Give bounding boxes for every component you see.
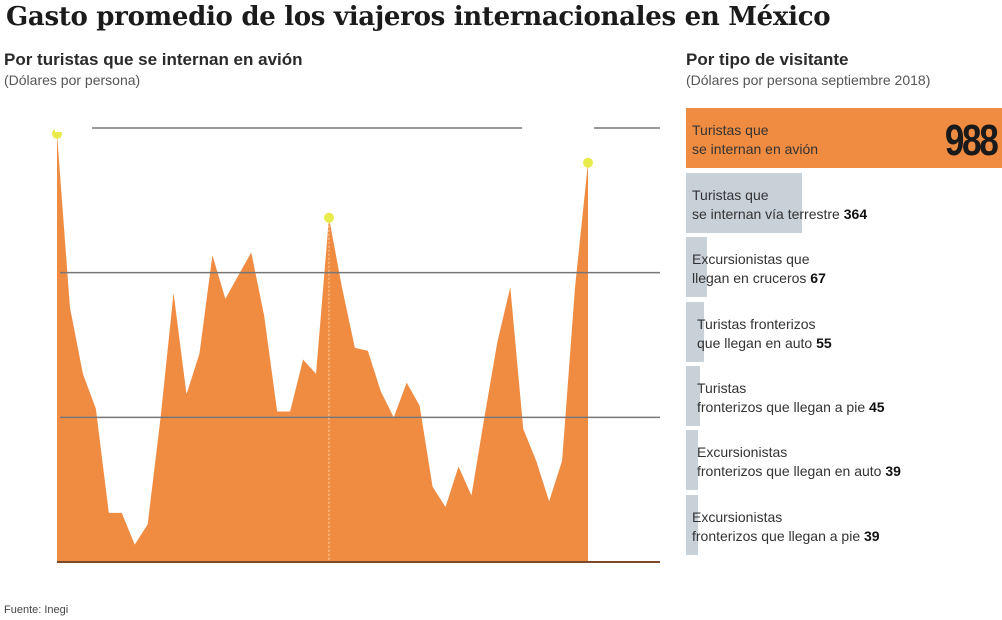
bar-label-line: se internan en avión — [692, 141, 819, 157]
bar-label-line: Excursionistas — [697, 444, 788, 460]
bar-label-line: Excursionistas — [692, 509, 783, 525]
bar-label: Turistas fronterizos que llegan en auto 5… — [697, 315, 832, 353]
left-subtitle: Por turistas que se internan en avión — [4, 50, 303, 69]
area-series — [57, 133, 588, 562]
bar-value: 67 — [806, 270, 826, 286]
bar-value: 45 — [865, 399, 885, 415]
bar-value-highlight: 988 — [944, 116, 998, 165]
bar-label-line: que llegan en auto — [697, 335, 813, 351]
bar-value: 39 — [881, 463, 901, 479]
bar-label: Excursionistas fronterizos que llegan en … — [697, 443, 901, 481]
bar-label-line: Turistas fronterizos — [697, 316, 816, 332]
right-subtitle: Por tipo de visitante — [686, 50, 849, 69]
bar-label-line: fronterizos que llegan a pie — [697, 399, 866, 415]
bar-label: Turistas que se internan en avión — [692, 121, 818, 159]
bar — [686, 366, 701, 426]
bar-value: 364 — [839, 206, 868, 222]
area-chart — [52, 108, 660, 563]
right-unit: (Dólares por persona septiembre 2018) — [686, 72, 931, 88]
bar-value: 39 — [860, 528, 880, 544]
bar-value: 55 — [812, 335, 832, 351]
label-background — [522, 108, 594, 152]
bar — [686, 108, 1002, 168]
bar-label: Excursionistas fronterizos que llegan a p… — [692, 508, 880, 546]
bar — [686, 495, 699, 555]
bar — [686, 173, 803, 233]
peak-marker — [583, 157, 593, 168]
bar-label: Excursionistas que llegan en cruceros 67 — [692, 250, 826, 288]
source-note: Fuente: Inegi — [4, 604, 69, 616]
bar — [686, 237, 708, 297]
bar-label-line: Turistas — [697, 380, 747, 396]
bar-label: Turistas que se internan vía terrestre 36… — [692, 186, 867, 224]
bar-label-line: se internan vía terrestre — [692, 206, 840, 222]
peak-marker — [323, 212, 334, 223]
bar-label-line: Excursionistas que — [692, 251, 810, 267]
left-unit: (Dólares por persona) — [4, 72, 141, 88]
bar-label-line: llegan en cruceros — [692, 270, 807, 286]
page-title: Gasto promedio de los viajeros internaci… — [6, 2, 831, 32]
bar-label-line: Turistas que — [692, 122, 769, 138]
bar — [686, 302, 704, 362]
label-background — [55, 112, 91, 132]
bar-label-line: fronterizos que llegan en auto — [697, 463, 882, 479]
bar-label-line: Turistas que — [692, 187, 769, 203]
bar — [686, 430, 699, 490]
bar-label: Turistas fronterizos que llegan a pie 45 — [697, 379, 885, 417]
bar-label-line: fronterizos que llegan a pie — [692, 528, 861, 544]
